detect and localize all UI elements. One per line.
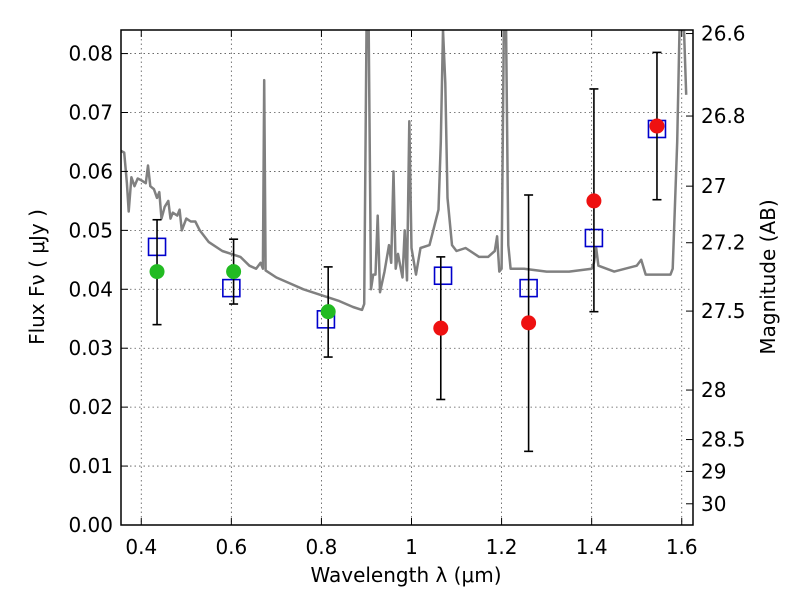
- y-tick-label: 0.00: [68, 513, 113, 537]
- model-flux-square-marker: [433, 266, 453, 286]
- measured-flux-point: [586, 193, 602, 209]
- y2-tick-label: 27.5: [701, 299, 746, 323]
- y-tick-label: 0.03: [68, 336, 113, 360]
- y-tick-label: 0.04: [68, 277, 113, 301]
- y2-axis-title: Magnitude (AB): [756, 199, 780, 354]
- y-tick-label: 0.05: [68, 218, 113, 242]
- x-tick-label: 0.8: [306, 535, 338, 559]
- measured-flux-point: [521, 315, 537, 331]
- y-axis-title: Flux Fν ( μJy ): [25, 209, 49, 345]
- x-axis-title: Wavelength λ (μm): [310, 563, 501, 587]
- y-tick-label: 0.08: [68, 42, 113, 66]
- x-tick-label: 0.6: [215, 535, 247, 559]
- model-flux-square-marker: [222, 278, 241, 298]
- y-tick-label: 0.06: [68, 159, 113, 183]
- measured-flux-point: [649, 118, 665, 134]
- data-layer: [121, 30, 688, 453]
- y-tick-label: 0.02: [68, 395, 113, 419]
- x-tick-label: 1.2: [486, 535, 518, 559]
- y2-tick-label: 30: [701, 492, 726, 516]
- y2-tick-label: 26.8: [701, 104, 746, 128]
- plot-frame: [120, 29, 694, 526]
- x-tick-label: 0.4: [125, 535, 157, 559]
- y-tick-label: 0.01: [68, 454, 113, 478]
- y2-tick-label: 26.6: [701, 22, 746, 46]
- y2-tick-label: 29: [701, 459, 726, 483]
- measured-flux-point: [320, 304, 336, 320]
- axis-ticks: 0.4 0.6 0.8 1 1.2 1.4 1.6 0.00 0.01 0.02 0.03 0.04 0…: [68, 22, 745, 559]
- x-tick-label: 1.6: [666, 535, 698, 559]
- x-tick-label: 1: [405, 535, 418, 559]
- gridlines: [121, 30, 693, 526]
- x-tick-label: 1.4: [576, 535, 608, 559]
- measured-flux-point: [226, 264, 242, 280]
- y-tick-label: 0.07: [68, 101, 113, 125]
- y2-tick-label: 27: [701, 174, 726, 198]
- y2-tick-label: 27.2: [701, 231, 746, 255]
- measured-flux-point: [149, 264, 165, 280]
- y2-tick-label: 28: [701, 378, 726, 402]
- model-spectrum-line: [121, 30, 688, 312]
- y2-tick-label: 28.5: [701, 428, 746, 452]
- measured-flux-point: [433, 320, 449, 336]
